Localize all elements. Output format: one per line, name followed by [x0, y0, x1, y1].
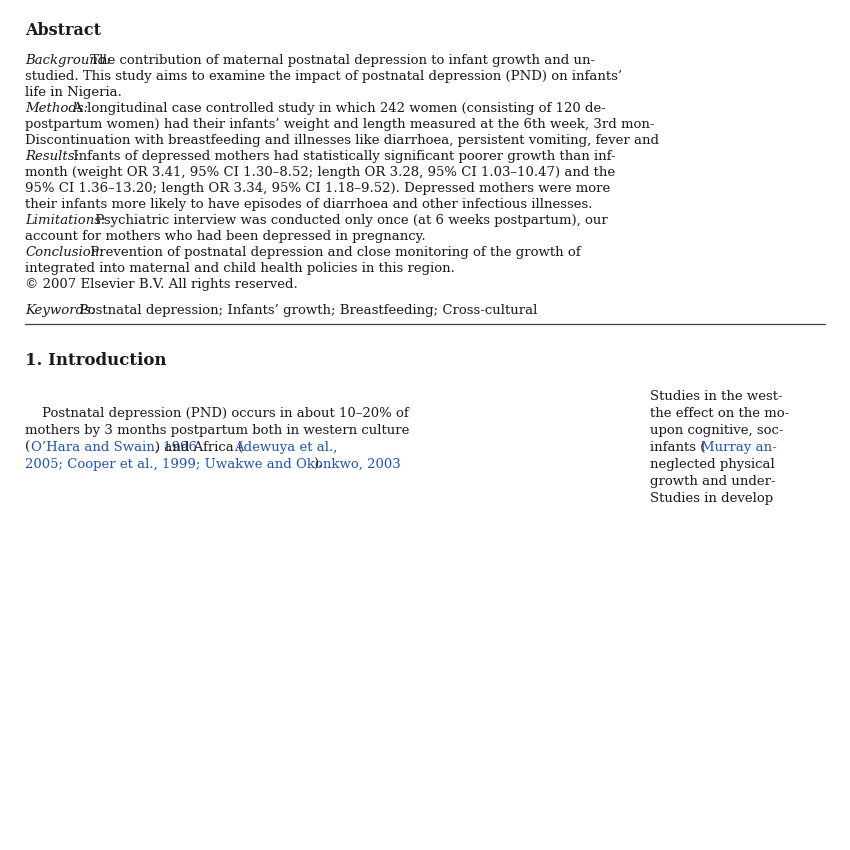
Text: account for mothers who had been depressed in pregnancy.: account for mothers who had been depress… — [25, 230, 426, 243]
Text: Studies in the west-: Studies in the west- — [650, 390, 783, 403]
Text: Postnatal depression; Infants’ growth; Breastfeeding; Cross-cultural: Postnatal depression; Infants’ growth; B… — [75, 304, 537, 317]
Text: mothers by 3 months postpartum both in western culture: mothers by 3 months postpartum both in w… — [25, 424, 410, 437]
Text: upon cognitive, soc-: upon cognitive, soc- — [650, 424, 784, 437]
Text: 1. Introduction: 1. Introduction — [25, 352, 167, 369]
Text: Infants of depressed mothers had statistically significant poorer growth than in: Infants of depressed mothers had statist… — [69, 150, 615, 163]
Text: growth and under-: growth and under- — [650, 475, 775, 488]
Text: O’Hara and Swain, 1996: O’Hara and Swain, 1996 — [31, 441, 196, 454]
Text: A longitudinal case controlled study in which 242 women (consisting of 120 de-: A longitudinal case controlled study in … — [69, 102, 606, 115]
Text: postpartum women) had their infants’ weight and length measured at the 6th week,: postpartum women) had their infants’ wei… — [25, 118, 654, 131]
Text: © 2007 Elsevier B.V. All rights reserved.: © 2007 Elsevier B.V. All rights reserved… — [25, 278, 297, 291]
Text: Conclusion:: Conclusion: — [25, 246, 104, 259]
Text: their infants more likely to have episodes of diarrhoea and other infectious ill: their infants more likely to have episod… — [25, 198, 592, 211]
Text: ).: ). — [314, 458, 323, 471]
Text: Background:: Background: — [25, 54, 111, 67]
Text: Results:: Results: — [25, 150, 79, 163]
Text: neglected physical: neglected physical — [650, 458, 774, 471]
Text: 95% CI 1.36–13.20; length OR 3.34, 95% CI 1.18–9.52). Depressed mothers were mor: 95% CI 1.36–13.20; length OR 3.34, 95% C… — [25, 182, 610, 195]
Text: Keywords:: Keywords: — [25, 304, 95, 317]
Text: Studies in develop: Studies in develop — [650, 492, 774, 505]
Text: Limitations:: Limitations: — [25, 214, 105, 227]
Text: the effect on the mo-: the effect on the mo- — [650, 407, 790, 420]
Text: month (weight OR 3.41, 95% CI 1.30–8.52; length OR 3.28, 95% CI 1.03–10.47) and : month (weight OR 3.41, 95% CI 1.30–8.52;… — [25, 166, 615, 179]
Text: Discontinuation with breastfeeding and illnesses like diarrhoea, persistent vomi: Discontinuation with breastfeeding and i… — [25, 134, 659, 147]
Text: studied. This study aims to examine the impact of postnatal depression (PND) on : studied. This study aims to examine the … — [25, 70, 622, 83]
Text: (: ( — [25, 441, 30, 454]
Text: Murray an-: Murray an- — [701, 441, 777, 454]
Text: ) and Africa (: ) and Africa ( — [155, 441, 243, 454]
Text: Adewuya et al.,: Adewuya et al., — [234, 441, 337, 454]
Text: integrated into maternal and child health policies in this region.: integrated into maternal and child healt… — [25, 262, 455, 275]
Text: Methods:: Methods: — [25, 102, 88, 115]
Text: infants (: infants ( — [650, 441, 706, 454]
Text: 2005; Cooper et al., 1999; Uwakwe and Okonkwo, 2003: 2005; Cooper et al., 1999; Uwakwe and Ok… — [25, 458, 400, 471]
Text: Psychiatric interview was conducted only once (at 6 weeks postpartum), our: Psychiatric interview was conducted only… — [91, 214, 608, 227]
Text: The contribution of maternal postnatal depression to infant growth and un-: The contribution of maternal postnatal d… — [86, 54, 595, 67]
Text: life in Nigeria.: life in Nigeria. — [25, 86, 122, 99]
Text: Postnatal depression (PND) occurs in about 10–20% of: Postnatal depression (PND) occurs in abo… — [25, 407, 409, 420]
Text: Prevention of postnatal depression and close monitoring of the growth of: Prevention of postnatal depression and c… — [86, 246, 581, 259]
Text: Abstract: Abstract — [25, 22, 101, 39]
